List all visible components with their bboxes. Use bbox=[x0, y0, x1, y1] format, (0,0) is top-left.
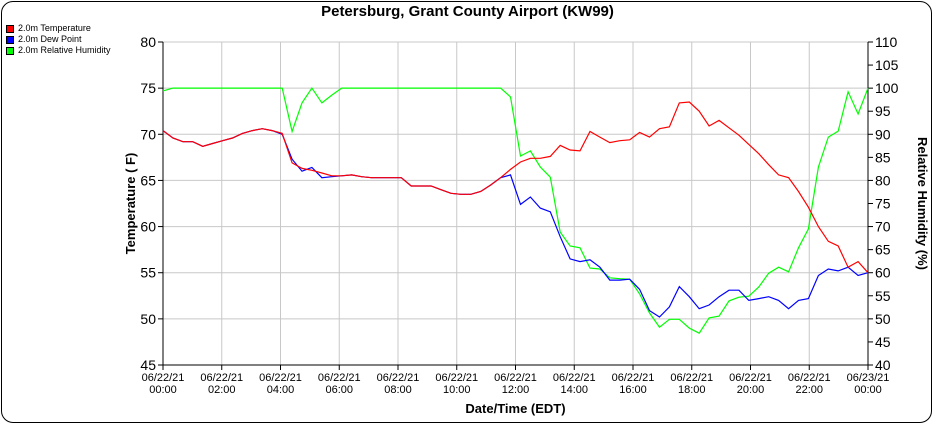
legend-swatch bbox=[6, 46, 14, 55]
y-tick-label-right: 70 bbox=[875, 219, 891, 235]
y-tick-label-left: 45 bbox=[140, 357, 156, 373]
y-tick-label-right: 65 bbox=[875, 242, 891, 258]
x-tick-label-time: 00:00 bbox=[149, 384, 177, 396]
x-tick-label-date: 06/22/21 bbox=[259, 372, 302, 384]
y-tick-label-right: 95 bbox=[875, 103, 891, 119]
y-tick-label-right: 100 bbox=[875, 80, 899, 96]
y-tick-label-left: 50 bbox=[140, 311, 156, 327]
x-tick-label-date: 06/22/21 bbox=[142, 372, 185, 384]
x-tick-label-time: 04:00 bbox=[267, 384, 295, 396]
y-tick-label-right: 55 bbox=[875, 288, 891, 304]
legend-item-temperature: 2.0m Temperature bbox=[6, 23, 111, 34]
x-tick-label-time: 16:00 bbox=[619, 384, 647, 396]
x-tick-label-time: 20:00 bbox=[737, 384, 765, 396]
y-tick-label-right: 50 bbox=[875, 311, 891, 327]
x-tick-label-date: 06/22/21 bbox=[435, 372, 478, 384]
x-tick-label-time: 22:00 bbox=[795, 384, 823, 396]
y-tick-label-left: 55 bbox=[140, 265, 156, 281]
x-tick-label-date: 06/22/21 bbox=[494, 372, 537, 384]
y-tick-label-right: 60 bbox=[875, 265, 891, 281]
series-line-2-0m-temperature bbox=[162, 101, 869, 274]
y-tick-label-right: 80 bbox=[875, 172, 891, 188]
y-tick-label-right: 85 bbox=[875, 149, 891, 165]
y-tick-label-right: 40 bbox=[875, 357, 891, 373]
x-tick-label-date: 06/22/21 bbox=[200, 372, 243, 384]
x-tick-label-date: 06/22/21 bbox=[729, 372, 772, 384]
x-tick-label-time: 14:00 bbox=[560, 384, 588, 396]
legend-swatch bbox=[6, 35, 14, 44]
x-tick-label-time: 18:00 bbox=[678, 384, 706, 396]
y-tick-label-right: 105 bbox=[875, 57, 899, 73]
x-tick-label-date: 06/22/21 bbox=[788, 372, 831, 384]
x-axis-title: Date/Time (EDT) bbox=[465, 401, 565, 416]
legend-item-relative-humidity: 2.0m Relative Humidity bbox=[6, 45, 111, 56]
legend-swatch bbox=[6, 24, 14, 33]
y-tick-label-right: 110 bbox=[875, 34, 898, 50]
y-tick-label-right: 75 bbox=[875, 196, 891, 212]
x-tick-label-time: 12:00 bbox=[502, 384, 530, 396]
legend: 2.0m Temperature 2.0m Dew Point 2.0m Rel… bbox=[6, 23, 111, 56]
x-tick-label-date: 06/22/21 bbox=[612, 372, 655, 384]
x-tick-label-date: 06/22/21 bbox=[670, 372, 713, 384]
y-tick-label-left: 70 bbox=[140, 126, 156, 142]
x-tick-label-time: 00:00 bbox=[854, 384, 882, 396]
y-tick-label-left: 60 bbox=[140, 219, 156, 235]
series-line-2-0m-dew-point bbox=[162, 128, 869, 318]
y-tick-label-right: 90 bbox=[875, 126, 891, 142]
x-tick-label-date: 06/22/21 bbox=[553, 372, 596, 384]
x-tick-label-date: 06/22/21 bbox=[377, 372, 420, 384]
x-tick-label-time: 02:00 bbox=[208, 384, 236, 396]
x-tick-label-time: 10:00 bbox=[443, 384, 471, 396]
x-tick-label-date: 06/22/21 bbox=[318, 372, 361, 384]
y-tick-label-left: 75 bbox=[140, 80, 156, 96]
legend-label: 2.0m Dew Point bbox=[18, 34, 82, 44]
y-tick-label-right: 45 bbox=[875, 334, 891, 350]
y-axis-title-right: Relative Humidity (%) bbox=[915, 137, 930, 270]
x-tick-label-time: 06:00 bbox=[325, 384, 353, 396]
legend-item-dew-point: 2.0m Dew Point bbox=[6, 34, 111, 45]
series-line-2-0m-relative-humidity bbox=[162, 87, 869, 334]
y-axis-title-left: Temperature ( F) bbox=[123, 153, 138, 255]
x-tick-label-time: 08:00 bbox=[384, 384, 412, 396]
legend-label: 2.0m Relative Humidity bbox=[18, 45, 111, 55]
chart-title: Petersburg, Grant County Airport (KW99) bbox=[321, 3, 614, 20]
legend-label: 2.0m Temperature bbox=[18, 23, 91, 33]
y-tick-label-left: 65 bbox=[140, 172, 156, 188]
x-tick-label-date: 06/23/21 bbox=[847, 372, 890, 384]
y-tick-label-left: 80 bbox=[140, 34, 156, 50]
